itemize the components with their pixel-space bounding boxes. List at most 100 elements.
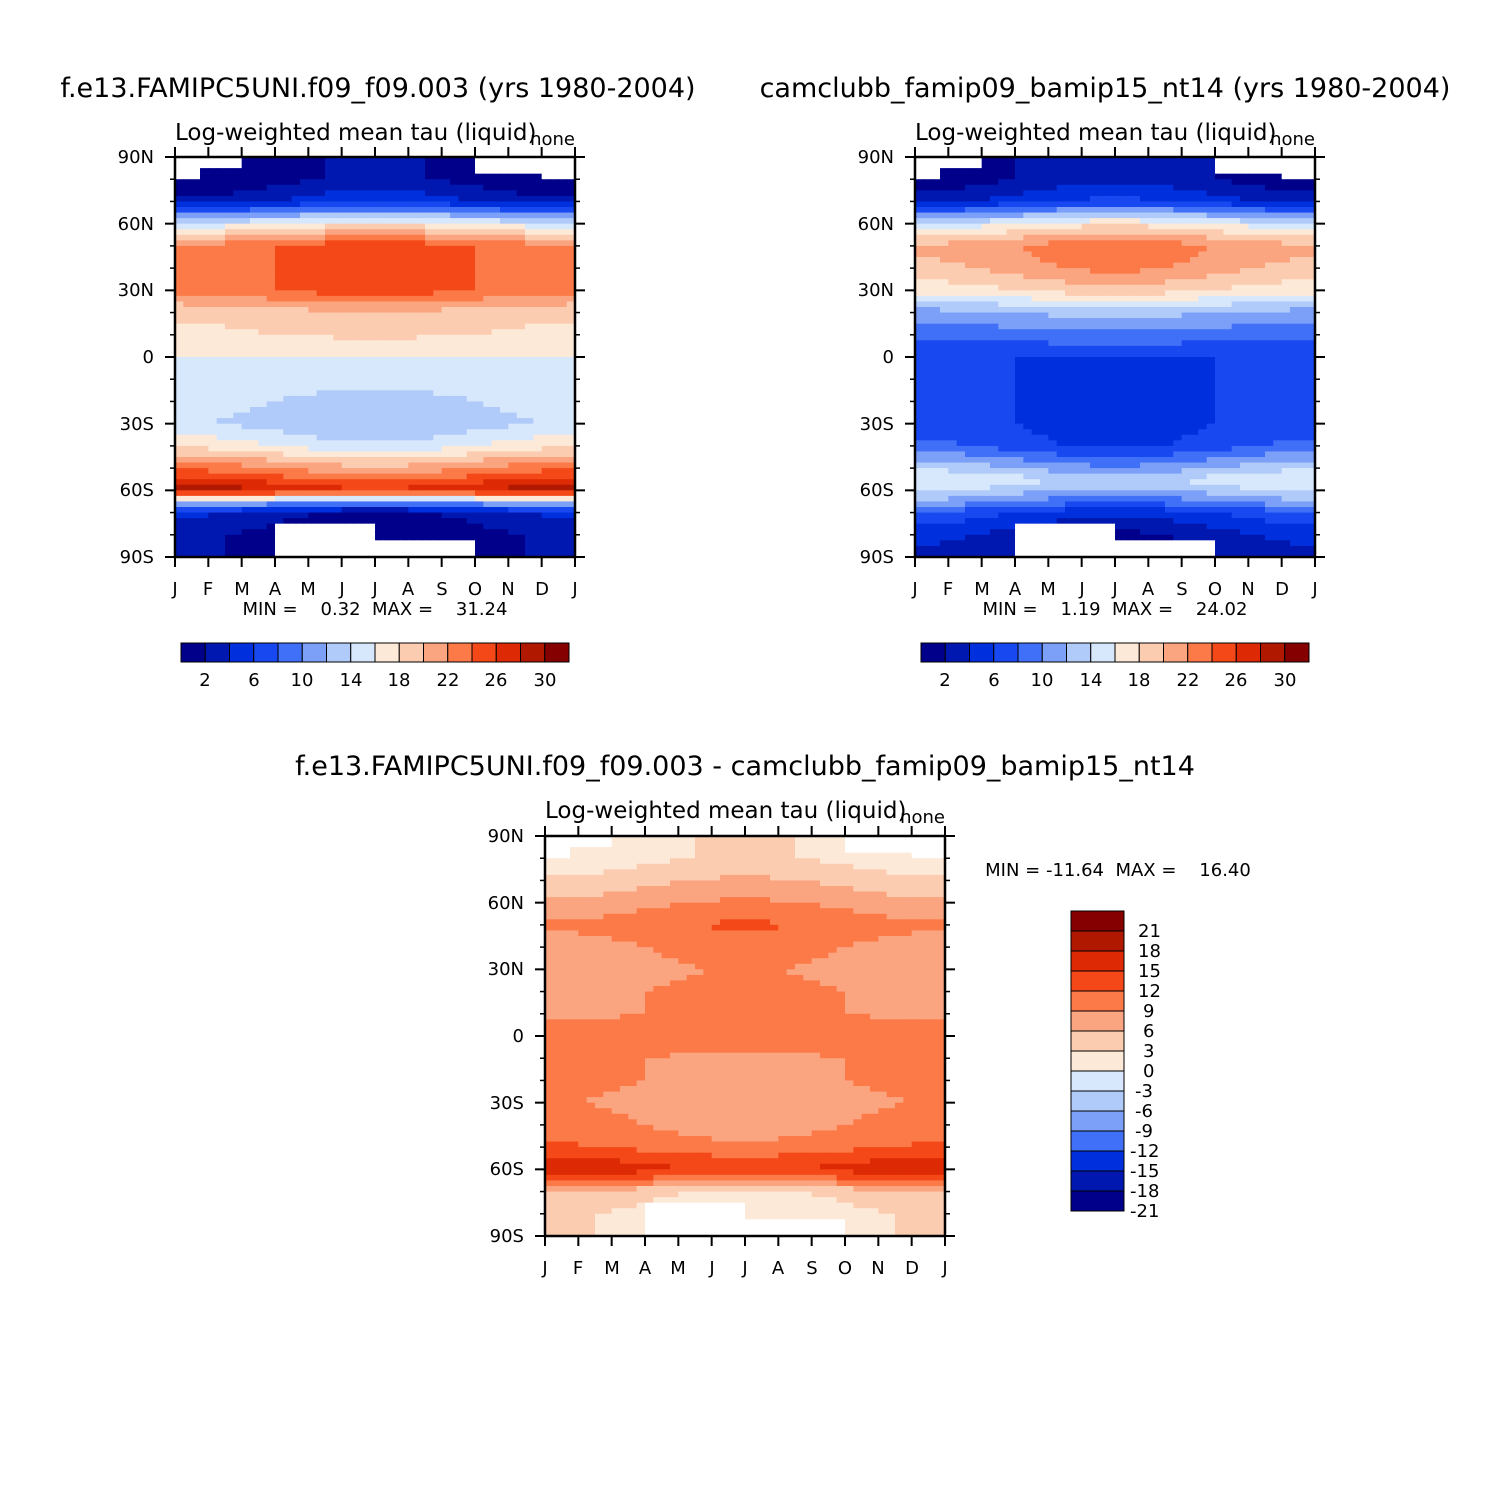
heatmap-cell bbox=[508, 490, 518, 497]
heatmap-cell bbox=[1040, 301, 1049, 308]
heatmap-cell bbox=[1073, 179, 1083, 186]
heatmap-cell bbox=[358, 362, 368, 369]
colorbar-swatch bbox=[471, 642, 497, 663]
heatmap-cell bbox=[250, 190, 259, 197]
heatmap-cell bbox=[275, 373, 284, 380]
heatmap-cell bbox=[1015, 268, 1024, 275]
heatmap-cell bbox=[466, 179, 476, 186]
heatmap-cell bbox=[466, 229, 476, 236]
heatmap-cell bbox=[1048, 268, 1058, 275]
heatmap-cell bbox=[1248, 173, 1258, 180]
heatmap-cell bbox=[425, 518, 434, 525]
heatmap-cell bbox=[475, 234, 484, 241]
heatmap-cell bbox=[466, 323, 476, 330]
heatmap-cell bbox=[275, 468, 284, 475]
heatmap-cell bbox=[1215, 190, 1224, 197]
heatmap-cell bbox=[458, 407, 468, 414]
heatmap-cell bbox=[525, 245, 534, 253]
heatmap-cell bbox=[1248, 262, 1258, 269]
heatmap-cell bbox=[241, 257, 251, 264]
heatmap-cell bbox=[948, 301, 958, 308]
heatmap-cell bbox=[258, 323, 268, 330]
heatmap-cell bbox=[1106, 273, 1116, 280]
heatmap-cell bbox=[241, 251, 251, 258]
heatmap-cell bbox=[965, 162, 974, 169]
heatmap-cell bbox=[225, 340, 234, 347]
heatmap-cell bbox=[375, 434, 384, 441]
heatmap-cell bbox=[491, 284, 501, 291]
heatmap-cell bbox=[225, 379, 234, 386]
heatmap-cell bbox=[358, 312, 368, 319]
heatmap-cell bbox=[1290, 207, 1299, 214]
heatmap-cell bbox=[923, 295, 933, 303]
heatmap-cell bbox=[333, 312, 343, 319]
heatmap-cell bbox=[1273, 312, 1283, 319]
heatmap-cell bbox=[333, 540, 343, 547]
heatmap-cell bbox=[441, 484, 451, 491]
heatmap-cell bbox=[433, 179, 443, 186]
heatmap-cell bbox=[458, 307, 468, 314]
heatmap-cell bbox=[241, 207, 251, 214]
heatmap-cell bbox=[175, 518, 184, 525]
heatmap-cell bbox=[541, 173, 551, 180]
heatmap-cell bbox=[208, 312, 218, 319]
heatmap-cell bbox=[266, 157, 276, 164]
heatmap-cell bbox=[1056, 179, 1066, 186]
heatmap-cell bbox=[1281, 257, 1291, 264]
heatmap-cell bbox=[425, 479, 434, 486]
heatmap-cell bbox=[566, 345, 576, 353]
heatmap-cell bbox=[1090, 279, 1099, 286]
heatmap-cell bbox=[516, 534, 526, 541]
panel-1-xtick: J bbox=[371, 579, 377, 600]
heatmap-cell bbox=[308, 318, 318, 325]
heatmap-cell bbox=[533, 184, 543, 191]
heatmap-cell bbox=[1048, 157, 1058, 164]
heatmap-cell bbox=[291, 412, 301, 419]
panel-1-xtick: J bbox=[338, 579, 344, 600]
heatmap-cell bbox=[350, 279, 359, 286]
heatmap-cell bbox=[191, 173, 201, 180]
heatmap-cell bbox=[541, 412, 551, 419]
heatmap-cell bbox=[433, 473, 443, 480]
heatmap-cell bbox=[1206, 168, 1216, 175]
heatmap-cell bbox=[541, 368, 551, 375]
heatmap-cell bbox=[291, 190, 301, 197]
heatmap-cell bbox=[1240, 312, 1249, 319]
heatmap-cell bbox=[425, 273, 434, 280]
heatmap-cell bbox=[483, 551, 493, 558]
heatmap-cell bbox=[416, 418, 426, 425]
heatmap-cell bbox=[266, 495, 276, 503]
heatmap-cell bbox=[233, 418, 243, 425]
heatmap-cell bbox=[915, 157, 924, 164]
heatmap-cell bbox=[266, 245, 276, 253]
heatmap-cell bbox=[450, 329, 459, 336]
heatmap-cell bbox=[525, 551, 534, 558]
heatmap-cell bbox=[200, 307, 209, 314]
heatmap-cell bbox=[973, 240, 983, 247]
heatmap-cell bbox=[508, 173, 518, 180]
heatmap-cell bbox=[1223, 312, 1233, 319]
heatmap-cell bbox=[341, 168, 351, 175]
heatmap-cell bbox=[425, 168, 434, 175]
heatmap-cell bbox=[458, 268, 468, 275]
heatmap-cell bbox=[1240, 190, 1249, 197]
heatmap-cell bbox=[258, 407, 268, 414]
heatmap-cell bbox=[408, 484, 418, 491]
heatmap-cell bbox=[358, 190, 368, 197]
heatmap-cell bbox=[333, 401, 343, 408]
heatmap-cell bbox=[191, 484, 201, 491]
heatmap-cell bbox=[940, 240, 949, 247]
heatmap-cell bbox=[216, 495, 226, 503]
heatmap-cell bbox=[516, 179, 526, 186]
heatmap-cell bbox=[1181, 295, 1191, 303]
heatmap-cell bbox=[416, 190, 426, 197]
heatmap-cell bbox=[1131, 173, 1141, 180]
heatmap-cell bbox=[391, 207, 401, 214]
heatmap-cell bbox=[266, 334, 276, 341]
heatmap-cell bbox=[466, 468, 476, 475]
heatmap-cell bbox=[408, 284, 418, 291]
heatmap-cell bbox=[175, 390, 184, 397]
heatmap-cell bbox=[1031, 207, 1041, 214]
heatmap-cell bbox=[550, 529, 559, 536]
heatmap-cell bbox=[208, 157, 218, 164]
